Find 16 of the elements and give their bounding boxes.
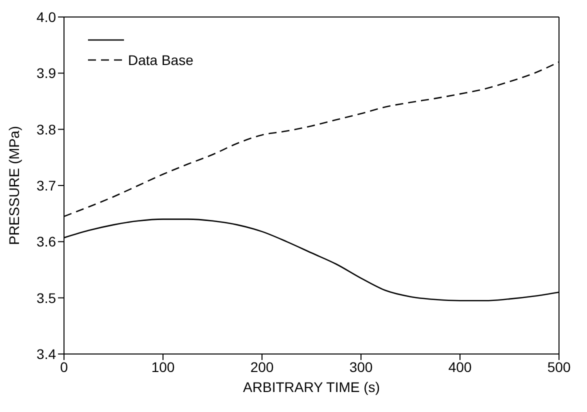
y-tick-label: 3.9 (36, 65, 56, 82)
y-tick-label: 3.4 (36, 346, 56, 362)
y-tick-label: 4.0 (36, 8, 56, 25)
y-tick-label: 3.5 (36, 290, 56, 306)
x-tick-label: 0 (60, 358, 68, 375)
x-tick-label: 500 (547, 358, 571, 375)
y-axis-title: PRESSURE (MPa) (6, 126, 22, 246)
x-tick-label: 400 (448, 358, 472, 375)
y-tick-label: 3.8 (36, 121, 56, 138)
x-axis-title: ARBITRARY TIME (s) (243, 379, 380, 395)
x-tick-label: 100 (151, 358, 175, 375)
y-tick-label: 3.7 (36, 177, 56, 194)
y-tick-label: 3.6 (36, 234, 56, 250)
x-tick-label: 300 (349, 358, 373, 375)
legend-label: Data Base (128, 52, 194, 68)
x-tick-label: 200 (250, 358, 274, 375)
